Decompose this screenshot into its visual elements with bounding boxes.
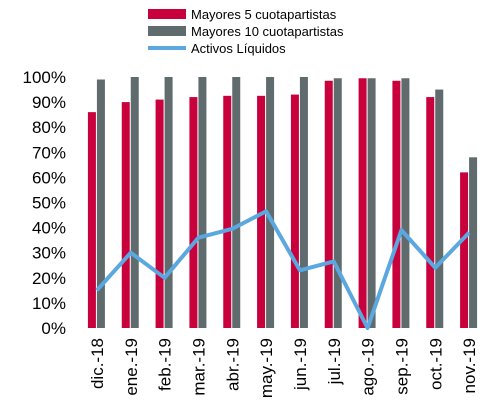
bar [87,112,96,328]
x-tick-label: jun.-19 [291,338,310,391]
bar [469,157,478,328]
bar [333,78,342,328]
legend-label: Mayores 5 cuotapartistas [191,7,337,22]
x-tick-label: feb.-19 [156,338,175,391]
y-tick-label: 40% [32,219,66,238]
bar [198,77,207,328]
legend-label: Activos Líquidos [191,41,286,56]
bar [299,77,308,328]
bar [96,79,105,328]
y-tick-label: 10% [32,294,66,313]
x-tick-label: oct.-19 [426,338,445,390]
bar [401,78,410,328]
y-tick-label: 100% [23,68,66,87]
y-tick-label: 0% [41,319,66,338]
bar [121,102,130,328]
y-tick-label: 20% [32,269,66,288]
bar [155,99,164,328]
x-tick-label: sep.-19 [392,338,411,395]
line [95,209,471,330]
bar [392,80,401,328]
y-tick-label: 30% [32,244,66,263]
y-tick-label: 90% [32,93,66,112]
bar [435,89,444,328]
x-tick-label: ene.-19 [122,338,141,396]
bar [266,77,275,328]
bar [232,77,241,328]
bar [290,94,299,328]
x-tick-label: may.-19 [257,338,276,398]
x-tick-label: jul.-19 [325,338,344,385]
y-tick-label: 70% [32,143,66,162]
bar [130,77,139,328]
y-tick-label: 80% [32,118,66,137]
x-tick-label: ago.-19 [359,338,378,396]
legend-swatch [148,26,186,36]
bar [164,77,173,328]
bar [324,80,333,328]
y-tick-label: 50% [32,194,66,213]
bar [358,78,367,328]
y-tick-label: 60% [32,168,66,187]
legend-swatch [148,9,186,19]
bar [189,97,198,328]
x-tick-label: nov.-19 [460,338,479,393]
bar [460,172,469,328]
x-tick-label: abr.-19 [223,338,242,391]
x-tick-label: mar.-19 [189,338,208,396]
x-tick-label: dic.-18 [88,338,107,389]
bar [367,78,376,328]
bar [426,97,435,328]
legend-label: Mayores 10 cuotapartistas [191,24,344,39]
bar [223,95,232,328]
